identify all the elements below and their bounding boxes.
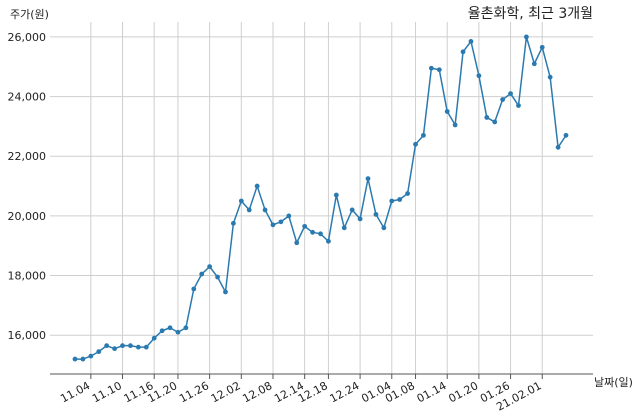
data-point [318, 231, 323, 237]
data-point [500, 97, 506, 102]
data-point [405, 191, 411, 196]
data-point [128, 343, 133, 349]
data-point [278, 219, 284, 225]
axes-layer [50, 373, 593, 379]
data-point [508, 91, 513, 96]
data-point [286, 213, 292, 219]
data-point [151, 335, 157, 341]
data-point [175, 329, 181, 335]
data-point [294, 240, 300, 246]
data-point [215, 274, 220, 280]
data-point [452, 122, 458, 128]
data-point [135, 344, 141, 350]
chart-title: 율촌화학, 최근 3개월 [468, 6, 593, 22]
data-point [539, 44, 545, 50]
data-point [389, 198, 395, 204]
data-point [428, 65, 434, 71]
grid-layer [50, 22, 593, 374]
data-point [191, 286, 197, 292]
price-line [75, 36, 567, 360]
data-point [524, 34, 529, 40]
data-point [254, 183, 260, 189]
data-point [88, 353, 94, 359]
data-point [341, 225, 347, 231]
y-tick-label: 24,000 [8, 91, 47, 104]
data-point [563, 132, 569, 138]
y-tick-label: 16,000 [8, 329, 47, 342]
data-point [199, 271, 205, 277]
data-point [421, 132, 426, 138]
x-tick-label: 12.08 [240, 379, 274, 405]
data-point [531, 61, 537, 67]
x-tick-label: 11.26 [177, 379, 211, 405]
data-point [310, 229, 315, 235]
data-point [120, 343, 125, 349]
data-point [167, 325, 173, 331]
data-point [444, 109, 450, 114]
data-point [246, 207, 252, 213]
y-tick-label: 18,000 [8, 270, 47, 283]
data-point [238, 198, 244, 204]
data-point [413, 141, 418, 147]
data-point [547, 74, 553, 80]
data-point [104, 343, 110, 349]
data-point [270, 222, 276, 228]
data-point [373, 212, 379, 217]
data-point [183, 325, 189, 331]
data-point [436, 67, 442, 73]
data-point [262, 207, 268, 213]
y-tick-label: 26,000 [8, 31, 47, 44]
data-point [326, 238, 331, 244]
data-point [143, 344, 149, 350]
data-point [397, 197, 403, 202]
y-tick-label: 20,000 [8, 210, 47, 223]
y-tick-label: 22,000 [8, 150, 47, 163]
data-point [333, 192, 339, 198]
x-tick-label: 11.10 [90, 379, 124, 405]
series-layer [72, 34, 569, 362]
data-point [207, 264, 213, 270]
x-tick-label: 11.04 [58, 379, 92, 405]
data-point [476, 73, 482, 79]
data-point [96, 349, 102, 355]
x-tick-label: 01.14 [415, 379, 449, 405]
y-axis-label: 주가(원) [10, 8, 49, 21]
x-tick-label: 01.20 [446, 379, 480, 405]
data-point [460, 49, 466, 55]
data-point [80, 356, 86, 362]
data-point [230, 220, 236, 226]
data-point [516, 103, 521, 108]
data-point [468, 38, 474, 44]
x-axis-label: 날짜(일) [594, 375, 633, 389]
ticks-layer: 16,000 18,000 20,000 22,000 24,000 26,000 11.0… [8, 31, 544, 414]
data-point [302, 223, 308, 229]
data-point [484, 115, 490, 120]
data-point [357, 216, 363, 222]
data-point [381, 225, 387, 231]
data-point [223, 289, 228, 295]
data-point [159, 328, 165, 334]
data-point [349, 207, 355, 213]
data-point [72, 356, 78, 362]
x-tick-label: 12.02 [209, 379, 243, 405]
data-point [492, 119, 498, 125]
data-point [555, 144, 561, 150]
data-point [112, 346, 117, 352]
data-point [365, 176, 371, 182]
x-tick-label: 12.24 [328, 379, 362, 405]
